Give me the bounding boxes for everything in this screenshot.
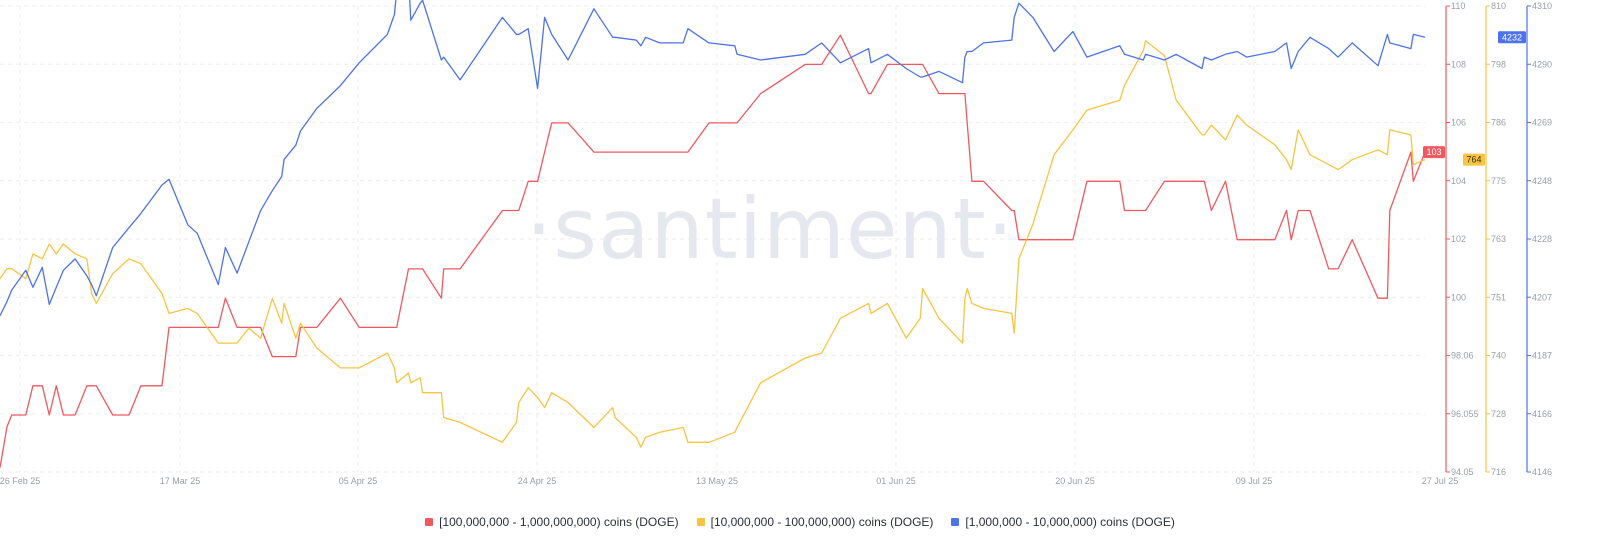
- y-tick-label-yellow: 716: [1491, 467, 1506, 477]
- y-tick-label-blue: 4166: [1532, 409, 1552, 419]
- x-tick-label: 17 Mar 25: [160, 476, 201, 486]
- legend-swatch-red: [425, 518, 434, 526]
- y-tick-label-blue: 4207: [1532, 292, 1552, 302]
- y-tick-label-yellow: 798: [1491, 59, 1506, 69]
- legend-label-yellow: [10,000,000 - 100,000,000) coins (DOGE): [710, 515, 934, 529]
- last-value-label-yellow: 764: [1466, 155, 1481, 165]
- y-tick-label-blue: 4187: [1532, 351, 1552, 361]
- y-tick-label-red: 96.055: [1451, 409, 1479, 419]
- series-line-yellow[interactable]: [0, 40, 1426, 448]
- y-tick-label-yellow: 786: [1491, 118, 1506, 128]
- legend-swatch-yellow: [696, 518, 705, 526]
- santiment-watermark: ·santiment·: [526, 180, 1015, 278]
- legend-item-red[interactable]: [100,000,000 - 1,000,000,000) coins (DOG…: [425, 515, 679, 529]
- y-tick-label-red: 98.06: [1451, 351, 1474, 361]
- last-value-label-red: 103: [1426, 147, 1441, 157]
- y-tick-label-yellow: 740: [1491, 351, 1506, 361]
- axes: 26 Feb 25 17 Mar 25 05 Apr 25 24 Apr 25 13 M…: [0, 1, 1552, 486]
- y-tick-label-blue: 4269: [1532, 118, 1552, 128]
- series-line-red[interactable]: [0, 34, 1426, 468]
- x-tick-label: 24 Apr 25: [518, 476, 557, 486]
- y-tick-label-red: 94.05: [1451, 467, 1474, 477]
- legend-swatch-blue: [951, 518, 960, 526]
- last-value-badge-yellow: 764: [1463, 153, 1485, 166]
- y-tick-label-red: 102: [1451, 234, 1466, 244]
- y-tick-label-blue: 4290: [1532, 59, 1552, 69]
- y-tick-label-red: 110: [1451, 1, 1465, 11]
- y-tick-label-blue: 4248: [1532, 176, 1552, 186]
- x-tick-label: 26 Feb 25: [0, 476, 40, 486]
- last-value-badge-blue: 4232: [1498, 31, 1526, 44]
- y-tick-label-yellow: 728: [1491, 409, 1506, 419]
- legend-item-blue[interactable]: [1,000,000 - 10,000,000) coins (DOGE): [951, 515, 1175, 529]
- y-tick-label-yellow: 751: [1491, 292, 1506, 302]
- x-tick-label: 20 Jun 25: [1055, 476, 1095, 486]
- y-tick-label-red: 100: [1451, 292, 1466, 302]
- y-tick-label-blue: 4146: [1532, 467, 1552, 477]
- y-tick-label-blue: 4228: [1532, 234, 1552, 244]
- legend-label-blue: [1,000,000 - 10,000,000) coins (DOGE): [965, 515, 1175, 529]
- y-tick-label-red: 106: [1451, 118, 1466, 128]
- y-tick-label-red: 104: [1451, 176, 1466, 186]
- last-value-label-blue: 4232: [1502, 32, 1522, 42]
- legend-label-red: [100,000,000 - 1,000,000,000) coins (DOG…: [439, 515, 679, 529]
- legend-item-yellow[interactable]: [10,000,000 - 100,000,000) coins (DOGE): [696, 515, 934, 529]
- grid: [0, 5, 1425, 473]
- series-line-blue[interactable]: [0, 0, 1426, 316]
- y-tick-label-yellow: 775: [1491, 176, 1506, 186]
- y-tick-label-yellow: 763: [1491, 234, 1506, 244]
- x-tick-label: 01 Jun 25: [876, 476, 916, 486]
- last-value-badge-red: 103: [1423, 146, 1445, 159]
- x-tick-label: 05 Apr 25: [339, 476, 378, 486]
- y-tick-label-blue: 4310: [1532, 1, 1552, 11]
- x-tick-label: 13 May 25: [696, 476, 738, 486]
- x-tick-label: 09 Jul 25: [1236, 476, 1273, 486]
- y-tick-label-red: 108: [1451, 59, 1466, 69]
- y-tick-label-yellow: 810: [1491, 1, 1506, 11]
- series-lines: [0, 0, 1426, 468]
- x-tick-label: 27 Jul 25: [1422, 476, 1459, 486]
- legend: [100,000,000 - 1,000,000,000) coins (DOG…: [0, 512, 1600, 532]
